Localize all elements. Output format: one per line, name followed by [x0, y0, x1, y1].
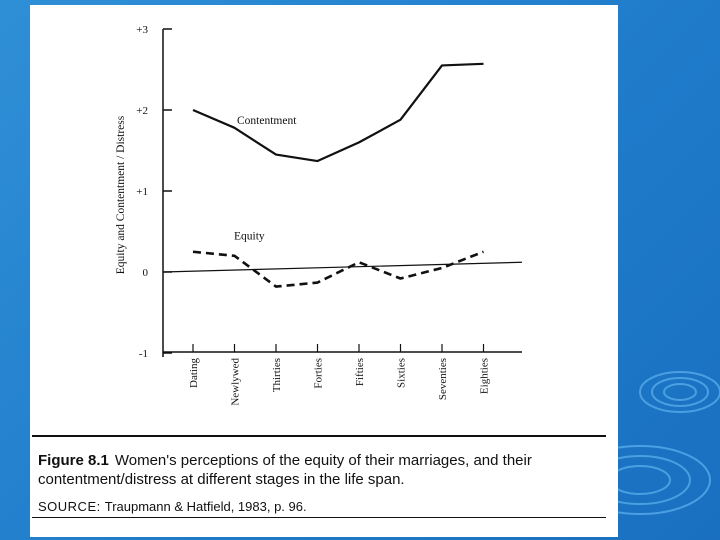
source-label: SOURCE:: [38, 499, 101, 514]
x-tick-label: Seventies: [437, 358, 449, 400]
x-tick-label: Eighties: [479, 358, 491, 394]
caption-text-2: contentment/distress at different stages…: [38, 471, 405, 488]
series-label-contentment: Contentment: [237, 115, 297, 127]
figure-page: +3 +2 +1 0 -1 Dating Newlywed Thirties Forties F…: [30, 5, 618, 537]
series-line-contentment: [192, 62, 484, 163]
x-tick-label: Newlywed: [230, 358, 242, 406]
y-tick-label: -1: [139, 348, 148, 360]
y-axis-label: Equity and Contentment / Distress: [115, 115, 127, 274]
source-line: SOURCE: Traupmann & Hatfield, 1983, p. 96…: [38, 499, 608, 514]
x-tick-label: Thirties: [271, 358, 283, 392]
x-tick-label: Forties: [313, 358, 325, 389]
caption-rule-top: [32, 435, 606, 437]
figure-caption: Figure 8.1 Women's perceptions of the equ…: [38, 451, 608, 514]
y-tick-label: +2: [136, 105, 148, 117]
figure-label: Figure 8.1: [38, 452, 109, 469]
x-tick-label: Sixties: [396, 358, 408, 388]
x-tick-label: Dating: [188, 358, 200, 388]
y-tick-label: 0: [143, 267, 149, 279]
caption-line-1: Figure 8.1 Women's perceptions of the equ…: [38, 451, 608, 470]
zero-reference-line: [162, 261, 523, 273]
source-text: Traupmann & Hatfield, 1983, p. 96.: [104, 499, 307, 514]
y-tick-label: +1: [136, 186, 148, 198]
y-tick-label: +3: [136, 24, 148, 36]
series-label-equity: Equity: [234, 231, 265, 243]
x-tick-label: Fifties: [354, 358, 366, 386]
caption-text-1: Women's perceptions of the equity of the…: [114, 452, 532, 469]
caption-rule-bottom: [32, 517, 606, 518]
water-ripple-decoration: [600, 371, 720, 515]
series-line-equity: [192, 250, 484, 288]
line-chart: +3 +2 +1 0 -1 Dating Newlywed Thirties Forties F…: [115, 24, 523, 406]
